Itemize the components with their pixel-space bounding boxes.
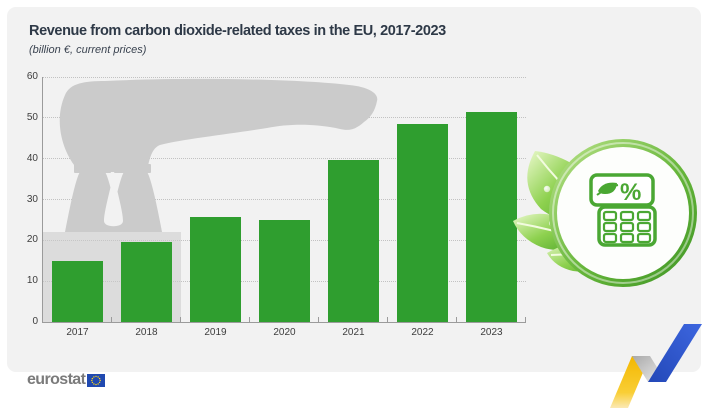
y-axis-label: 20 bbox=[26, 234, 38, 246]
x-axis-label: 2021 bbox=[342, 327, 365, 338]
gridline bbox=[43, 199, 526, 200]
axis-tick bbox=[318, 317, 319, 323]
y-axis-label: 50 bbox=[26, 111, 38, 123]
axis-tick bbox=[387, 317, 388, 323]
chart-title: Revenue from carbon dioxide-related taxe… bbox=[29, 23, 446, 39]
bar bbox=[52, 261, 103, 322]
calculator-buttons bbox=[602, 210, 652, 244]
x-axis-label: 2022 bbox=[411, 327, 434, 338]
gridline bbox=[43, 158, 526, 160]
trend-ribbon-icon bbox=[610, 324, 702, 408]
bar bbox=[466, 112, 517, 322]
y-axis-label: 0 bbox=[32, 316, 38, 327]
axis-tick bbox=[456, 317, 457, 323]
x-axis-label: 2023 bbox=[480, 327, 503, 338]
axis-tick bbox=[525, 317, 526, 323]
x-axis-label: 2020 bbox=[273, 327, 296, 338]
axis-tick bbox=[180, 317, 181, 323]
eu-flag-icon bbox=[87, 373, 106, 387]
axis-tick bbox=[249, 317, 250, 323]
chart-subtitle: (billion €, current prices) bbox=[29, 44, 147, 56]
bar bbox=[190, 217, 241, 322]
x-axis-label: 2019 bbox=[204, 327, 227, 338]
x-axis-label: 2017 bbox=[66, 327, 89, 338]
bar bbox=[328, 160, 379, 322]
x-axis-label: 2018 bbox=[135, 327, 158, 338]
y-axis-label: 40 bbox=[26, 152, 38, 164]
bar bbox=[121, 242, 172, 322]
eu-stars bbox=[91, 375, 102, 385]
plot-area: 0 10 20 30 40 50 60 2017 2018 2019 2020 2021 2022 202… bbox=[27, 71, 526, 338]
percent-symbol: % bbox=[620, 179, 641, 206]
gridline bbox=[43, 76, 526, 78]
chart-panel: Revenue from carbon dioxide-related taxe… bbox=[7, 7, 701, 372]
eurostat-logo: eurostat bbox=[27, 371, 106, 389]
axis-tick bbox=[111, 317, 112, 323]
eco-calculator-icon: % bbox=[513, 139, 697, 287]
eurostat-wordmark: eurostat bbox=[27, 371, 86, 388]
bar bbox=[397, 124, 448, 322]
calculator-icon: % bbox=[589, 173, 657, 247]
y-axis-label: 30 bbox=[26, 193, 38, 205]
bar bbox=[259, 220, 310, 322]
y-axis-label: 10 bbox=[26, 275, 38, 287]
y-axis-label: 60 bbox=[26, 71, 38, 82]
